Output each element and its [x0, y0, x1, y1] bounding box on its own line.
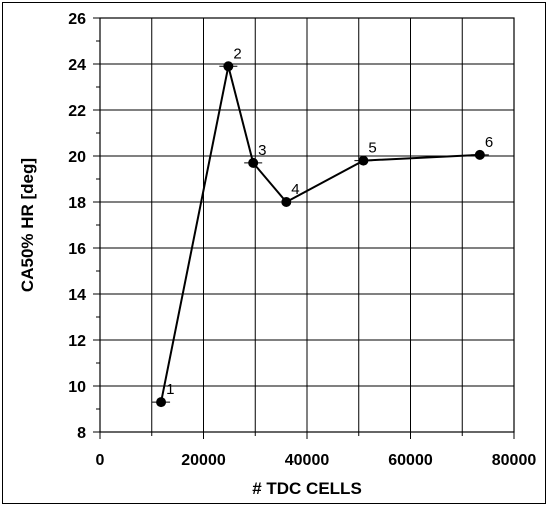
- y-tick-label: 8: [77, 425, 86, 442]
- y-tick-label: 24: [68, 57, 86, 74]
- series: 1 2 3 4 5 6: [152, 45, 493, 408]
- y-tick-label: 20: [68, 149, 86, 166]
- x-tick-label: 60000: [388, 452, 433, 469]
- chart-frame: [2, 2, 546, 504]
- point-label: 1: [166, 381, 174, 398]
- data-point: [248, 157, 259, 168]
- ticks: [93, 17, 515, 439]
- point-label: 4: [291, 181, 299, 198]
- y-tick-label: 22: [68, 103, 86, 120]
- data-point: [281, 197, 292, 207]
- data-point: [223, 61, 234, 72]
- x-axis-title: # TDC CELLS: [252, 479, 362, 498]
- y-tick-label: 18: [68, 195, 86, 212]
- y-tick-label: 14: [68, 287, 86, 304]
- y-tick-label: 10: [68, 379, 86, 396]
- y-axis-title: CA50% HR [deg]: [18, 158, 37, 292]
- y-tick-label: 26: [68, 11, 86, 28]
- x-tick-label: 40000: [285, 452, 330, 469]
- x-tick-label: 80000: [492, 452, 537, 469]
- point-label: 3: [258, 142, 266, 159]
- x-tick-label: 0: [96, 452, 105, 469]
- grid: [99, 17, 515, 433]
- data-point: [474, 149, 485, 160]
- data-point: [156, 397, 167, 408]
- x-tick-label: 20000: [181, 452, 226, 469]
- series-line: [160, 66, 480, 403]
- point-label: 2: [233, 45, 241, 62]
- point-label: 5: [368, 140, 376, 157]
- y-tick-label: 16: [68, 241, 86, 258]
- point-label: 6: [485, 134, 493, 151]
- data-point: [358, 155, 369, 166]
- y-tick-label: 12: [68, 333, 86, 350]
